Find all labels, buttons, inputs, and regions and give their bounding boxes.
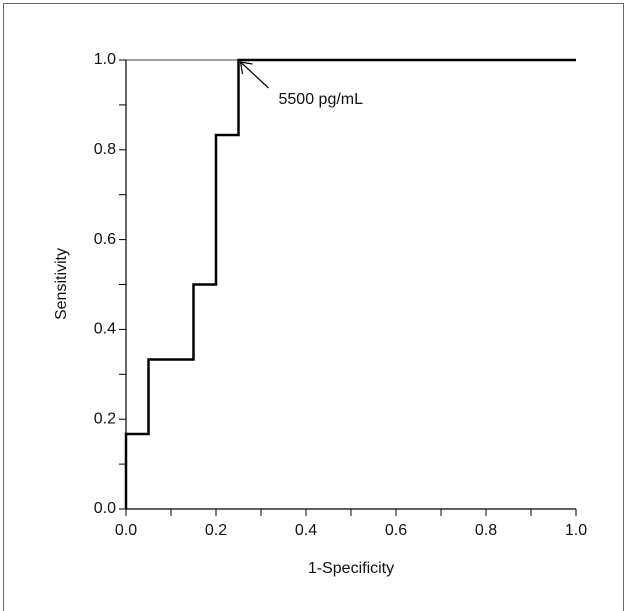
x-tick-label: 1.0 [565, 522, 587, 539]
x-tick-label: 0.4 [295, 522, 317, 539]
x-tick-label: 0.2 [205, 522, 227, 539]
y-tick-label: 1.0 [94, 51, 116, 68]
x-tick-label: 0.6 [385, 522, 407, 539]
y-axis-label: Sensitivity [53, 248, 70, 320]
annotation: 5500 pg/mL [279, 91, 364, 108]
frame [3, 3, 624, 611]
annotation-arrowhead [239, 61, 253, 75]
x-axis-label: 1-Specificity [308, 560, 394, 577]
y-tick-label: 0.0 [94, 500, 116, 517]
annotation-arrow [240, 61, 269, 89]
y-tick-label: 0.6 [94, 231, 116, 248]
y-tick-label: 0.8 [94, 141, 116, 158]
y-tick-label: 0.4 [94, 321, 116, 338]
y-tick-label: 0.2 [94, 410, 116, 427]
x-tick-label: 0.8 [475, 522, 497, 539]
x-tick-label: 0.0 [115, 522, 137, 539]
roc-line [124, 58, 576, 509]
